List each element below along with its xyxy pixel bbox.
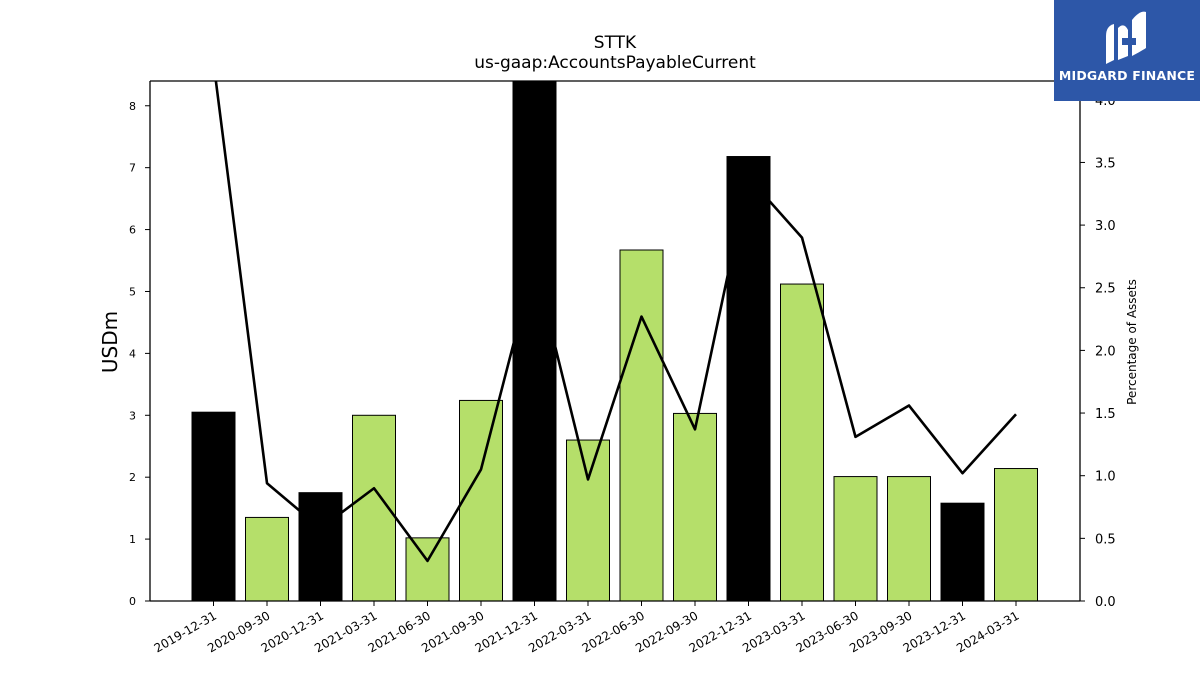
y2-tick-label: 2.0 <box>1095 344 1116 359</box>
midgard-finance-logo: MIDGARD FINANCE <box>1054 0 1200 101</box>
bar-2023-09-30 <box>887 476 931 601</box>
y-tick-label: 1 <box>129 533 136 546</box>
bar-2022-09-30 <box>673 412 717 601</box>
y-tick-label: 3 <box>129 409 136 422</box>
bar-2021-09-30 <box>459 399 503 601</box>
chart-subtitle: us-gaap:AccountsPayableCurrent <box>474 53 756 73</box>
y2-tick-label: 1.5 <box>1095 407 1116 422</box>
bar-2021-06-30 <box>405 537 450 601</box>
bar-2022-06-30 <box>619 249 664 601</box>
y-tick-label: 7 <box>129 162 136 175</box>
bar-2022-03-31 <box>566 439 610 601</box>
bar-2022-12-31 <box>726 156 771 601</box>
chart-title: STTK <box>594 33 637 53</box>
bar-2020-12-31 <box>298 492 343 601</box>
y-tick-label: 4 <box>129 347 136 360</box>
y-tick-label: 5 <box>129 285 136 298</box>
y-axis-label: USDm <box>98 311 122 373</box>
bar-2024-03-31 <box>994 468 1038 601</box>
plot-area <box>191 81 1038 601</box>
y-tick-label: 8 <box>129 100 136 113</box>
y-tick-label: 6 <box>129 224 136 237</box>
y2-tick-label: 1.0 <box>1095 470 1116 485</box>
y2-tick-label: 0.0 <box>1095 595 1116 610</box>
y2-tick-label: 3.0 <box>1095 219 1116 234</box>
bar-2019-12-31 <box>191 411 236 601</box>
bar-2021-12-31 <box>512 81 557 601</box>
bar-2023-12-31 <box>940 502 985 601</box>
logo-mark-icon <box>1106 11 1146 64</box>
y-tick-label: 0 <box>129 595 136 608</box>
logo-text: MIDGARD FINANCE <box>1058 68 1196 83</box>
bar-2023-03-31 <box>780 283 824 601</box>
percentage-line <box>214 81 1017 563</box>
y2-tick-label: 3.5 <box>1095 156 1116 171</box>
y-tick-label: 2 <box>129 471 136 484</box>
bar-2020-09-30 <box>245 516 289 601</box>
y2-tick-label: 2.5 <box>1095 282 1116 297</box>
bar-2023-06-30 <box>833 476 878 601</box>
y2-axis-label: Percentage of Assets <box>1125 279 1139 405</box>
y2-tick-label: 0.5 <box>1095 532 1116 547</box>
